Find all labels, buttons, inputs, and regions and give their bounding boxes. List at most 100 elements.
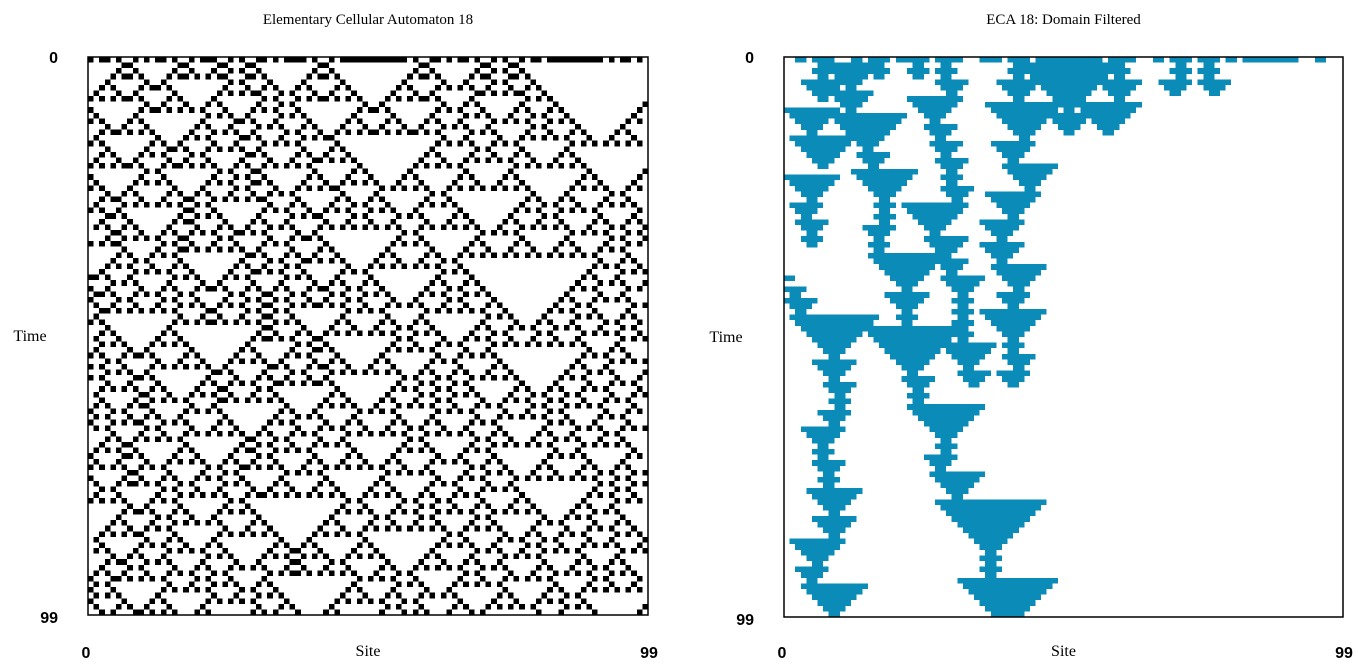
cell-row <box>795 309 1047 315</box>
cell-row <box>795 57 1327 63</box>
cell-row <box>88 296 632 303</box>
cell-row <box>93 570 637 576</box>
cell-row <box>789 180 1042 186</box>
cell-row <box>817 409 980 416</box>
cell-row <box>806 577 1058 584</box>
cell-row <box>800 191 1042 197</box>
cell-row <box>99 386 643 392</box>
cell-row <box>110 520 632 526</box>
x-axis-label: Site <box>1051 643 1076 660</box>
cell-row <box>811 460 952 466</box>
cell-row <box>104 190 626 197</box>
cell-row <box>806 241 1025 248</box>
cell-row <box>99 151 576 158</box>
cell-row <box>800 225 1019 231</box>
cell-row <box>110 553 621 560</box>
cell-row <box>884 269 1042 276</box>
cell-row <box>99 330 643 336</box>
cell-row <box>88 174 643 180</box>
cell-row <box>104 358 649 364</box>
cell-row <box>789 314 1042 321</box>
cell-row <box>121 508 620 515</box>
cell-row <box>104 436 626 443</box>
cell-row <box>88 163 587 169</box>
cell-row <box>784 174 1047 181</box>
cell-row <box>99 397 632 403</box>
cell-row <box>88 375 643 381</box>
cell-row <box>88 319 643 325</box>
cell-row <box>784 275 1036 281</box>
cell-row <box>784 286 1025 293</box>
cell-row <box>811 90 1221 97</box>
cell-row <box>823 527 1019 533</box>
cell-row <box>93 157 581 164</box>
cell-row <box>99 442 632 448</box>
cell-row <box>110 229 643 236</box>
cell-row <box>817 600 1036 606</box>
cell-row <box>88 464 632 470</box>
cell-row <box>88 408 643 415</box>
cell-row <box>800 325 1030 332</box>
cell-row <box>88 107 643 113</box>
cell-row <box>104 559 626 565</box>
cell-row <box>789 113 1131 119</box>
cell-row <box>93 536 649 543</box>
cell-row <box>895 281 1030 287</box>
cell-row <box>93 414 626 420</box>
cell-row <box>823 348 1019 354</box>
cell-row <box>806 152 1025 158</box>
cell-row <box>806 197 1036 203</box>
cell-row <box>823 370 1030 377</box>
x-tick-label: 99 <box>640 645 658 662</box>
x-tick-label: 0 <box>778 645 787 662</box>
cell-row <box>789 538 1008 545</box>
cell-row <box>93 548 649 554</box>
x-tick-label: 0 <box>82 645 91 662</box>
cell-row <box>88 453 643 459</box>
cell-row <box>93 112 637 119</box>
cell-row <box>817 73 1215 80</box>
cell-row <box>828 376 1025 382</box>
cell-row <box>93 224 649 230</box>
cell-row <box>144 168 648 175</box>
cell-row <box>806 230 1014 237</box>
cell-row <box>873 247 1019 253</box>
cell-row <box>93 447 637 454</box>
cell-row <box>800 583 1053 589</box>
cell-row <box>817 62 1215 69</box>
cell-row <box>806 555 1003 561</box>
y-tick-label: 99 <box>736 612 754 629</box>
cell-row <box>811 516 1030 522</box>
cell-row <box>811 359 1030 365</box>
cell-row <box>93 302 649 309</box>
cell-row <box>800 236 1008 242</box>
cell-row <box>828 387 924 393</box>
cell-row <box>823 505 1042 511</box>
cell-row <box>828 533 1014 539</box>
cell-row <box>99 196 632 203</box>
cell-row <box>817 477 980 483</box>
cell-row <box>828 353 1036 360</box>
cell-row <box>121 246 626 253</box>
cell-row <box>110 73 531 80</box>
cell-row <box>817 454 958 461</box>
cell-row <box>817 96 1125 102</box>
x-tick-label: 99 <box>1335 645 1353 662</box>
cell-row <box>806 85 1226 91</box>
cell-row <box>817 521 1025 528</box>
cell-row <box>806 331 1025 337</box>
cell-row <box>110 430 621 437</box>
cell-row <box>867 253 1014 259</box>
cell-row <box>789 202 1030 209</box>
cell-row <box>795 118 1125 125</box>
cell-row <box>834 393 930 399</box>
cell-row <box>817 443 958 449</box>
cell-row <box>806 129 1114 136</box>
cell-row <box>817 342 1025 349</box>
cell-row <box>88 274 620 281</box>
cell-row <box>795 544 1003 550</box>
cell-row <box>839 101 1142 108</box>
cell-row <box>823 415 975 421</box>
cell-row <box>823 381 1019 388</box>
cell-row <box>104 324 637 331</box>
